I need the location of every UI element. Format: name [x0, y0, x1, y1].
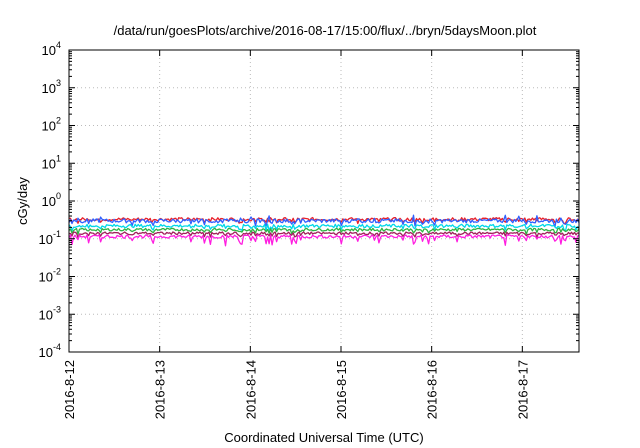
x-tick-label: 2016-8-15 — [334, 360, 349, 419]
x-tick-label: 2016-8-12 — [62, 360, 77, 419]
x-tick-label: 2016-8-13 — [153, 360, 168, 419]
y-tick-label: 101 — [42, 153, 61, 171]
y-tick-label: 10-4 — [39, 342, 61, 360]
series-line — [68, 223, 580, 232]
y-tick-label: 10-3 — [39, 304, 61, 322]
y-tick-label: 10-2 — [39, 267, 61, 285]
y-axis-label: cGy/day — [15, 177, 30, 225]
tick-layer: 10-4 10-3 10-2 10-1 100 101 102 103 104 2016-8-12… — [39, 40, 579, 419]
y-tick-label: 104 — [42, 40, 61, 58]
series-line — [68, 234, 580, 247]
chart-title: /data/run/goesPlots/archive/2016-08-17/1… — [114, 23, 537, 38]
series-layer — [68, 214, 580, 247]
y-tick-label: 100 — [42, 191, 61, 209]
y-tick-label: 103 — [42, 78, 61, 96]
x-axis-label: Coordinated Universal Time (UTC) — [224, 430, 423, 445]
x-tick-label: 2016-8-17 — [515, 360, 530, 419]
x-tick-label: 2016-8-16 — [425, 360, 440, 419]
series-line — [68, 214, 580, 228]
x-tick-label: 2016-8-14 — [243, 360, 258, 419]
series-line — [68, 227, 580, 235]
series-line — [68, 231, 580, 239]
grid-layer — [68, 50, 579, 352]
y-tick-label: 10-1 — [39, 229, 61, 247]
y-tick-label: 102 — [42, 116, 61, 134]
